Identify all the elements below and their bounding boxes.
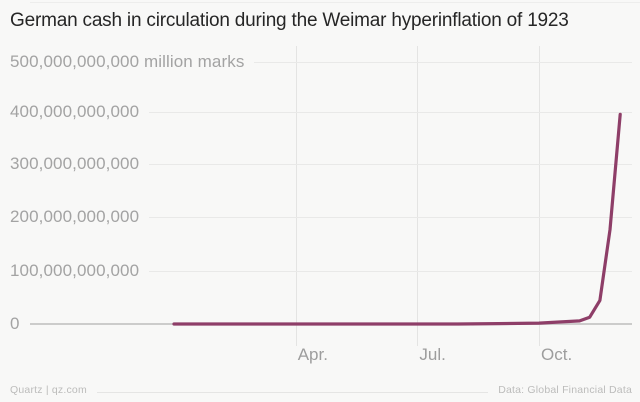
vertical-gridline <box>417 46 419 346</box>
x-tick-label: Oct. <box>541 345 573 364</box>
y-axis-label: 400,000,000,000 <box>10 102 140 121</box>
footer-divider <box>96 392 489 393</box>
y-axis-label: 100,000,000,000 <box>10 261 140 280</box>
y-axis-label: 0 <box>10 314 20 333</box>
y-axis-label: 200,000,000,000 <box>10 207 140 226</box>
y-axis-label: 500,000,000,000 million marks <box>10 52 245 71</box>
vertical-gridline <box>295 46 297 346</box>
x-axis-line <box>29 323 632 325</box>
horizontal-gridline <box>149 216 632 218</box>
horizontal-gridline <box>254 61 632 63</box>
horizontal-gridline <box>149 111 632 113</box>
chart-title: German cash in circulation during the We… <box>10 10 569 31</box>
horizontal-gridline <box>149 270 632 272</box>
horizontal-gridline <box>149 163 632 165</box>
brand-credit: Quartz | qz.com <box>10 384 87 396</box>
x-tick-label: Jul. <box>419 345 446 364</box>
y-gridline-row: 100,000,000,000 <box>10 261 632 280</box>
top-border <box>30 2 640 3</box>
y-gridline-row: 500,000,000,000 million marks <box>10 52 632 71</box>
footer: Quartz | qz.com Data: Global Financial D… <box>10 384 632 396</box>
data-source-credit: Data: Global Financial Data <box>498 384 632 396</box>
vertical-gridline <box>539 46 540 346</box>
x-tick-label: Apr. <box>297 345 328 364</box>
y-axis-label: 300,000,000,000 <box>10 154 140 173</box>
x-axis-baseline-row: 0 <box>10 314 632 333</box>
y-gridline-row: 400,000,000,000 <box>10 102 632 121</box>
y-gridline-row: 300,000,000,000 <box>10 154 632 173</box>
y-gridline-row: 200,000,000,000 <box>10 207 632 226</box>
